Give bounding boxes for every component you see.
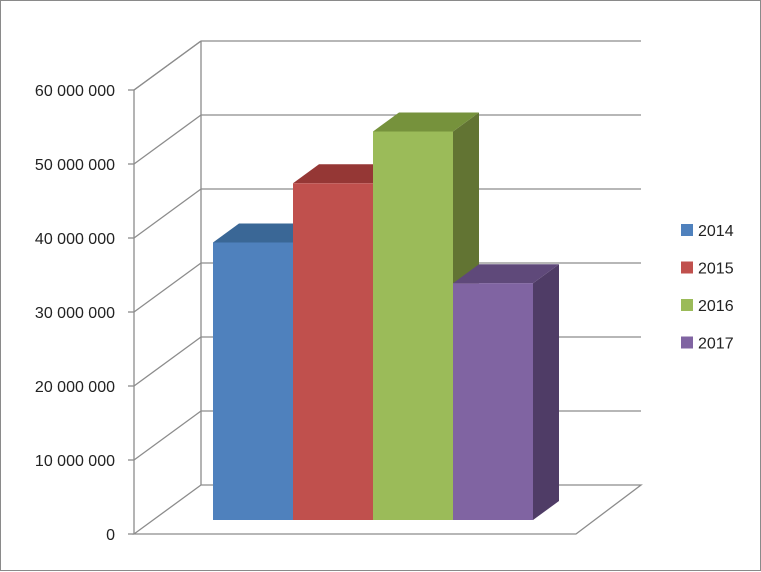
bars xyxy=(213,112,559,521)
bar-top-2017 xyxy=(453,264,559,284)
y-tick-label: 40 000 000 xyxy=(35,231,115,248)
legend-item-2016: 2016 xyxy=(681,298,734,315)
y-tick-label: 20 000 000 xyxy=(35,379,115,396)
bar-front-2017 xyxy=(453,283,533,520)
bar-front-2015 xyxy=(293,183,373,521)
bar-top-2015 xyxy=(293,164,399,184)
gridline-diagonal xyxy=(133,114,202,165)
legend-item-2014: 2014 xyxy=(681,223,734,240)
gridline-diagonal xyxy=(133,188,202,239)
gridline-diagonal xyxy=(133,262,202,313)
y-tick-label: 10 000 000 xyxy=(35,453,115,470)
y-tick-label: 0 xyxy=(106,527,115,544)
legend: 2014 2015 2016 2017 xyxy=(681,223,734,353)
gridline-diagonal xyxy=(133,336,202,387)
chart-floor xyxy=(132,484,643,535)
bar-top-2014 xyxy=(213,223,319,243)
gridline-diagonal xyxy=(133,40,202,91)
legend-item-2017: 2017 xyxy=(681,336,734,353)
legend-label: 2016 xyxy=(698,298,734,315)
legend-label: 2017 xyxy=(698,336,734,353)
legend-swatch xyxy=(681,336,693,349)
legend-swatch xyxy=(681,299,693,311)
bar-top-2016 xyxy=(373,112,479,132)
y-axis-ticks: 0 10 000 000 20 000 000 30 000 000 40 000 00… xyxy=(35,83,134,544)
bar-side-2017 xyxy=(533,264,559,520)
y-tick-label: 30 000 000 xyxy=(35,305,115,322)
legend-swatch xyxy=(681,261,693,274)
y-tick-label: 50 000 000 xyxy=(35,157,115,174)
bar-front-2014 xyxy=(213,242,293,520)
legend-item-2015: 2015 xyxy=(681,261,734,278)
bar-2017 xyxy=(453,264,559,520)
legend-label: 2015 xyxy=(698,261,734,278)
legend-swatch xyxy=(681,224,693,236)
y-tick-label: 60 000 000 xyxy=(35,83,115,100)
bar-front-2016 xyxy=(373,131,453,520)
legend-label: 2014 xyxy=(698,223,734,240)
gridline-diagonal xyxy=(133,410,202,461)
